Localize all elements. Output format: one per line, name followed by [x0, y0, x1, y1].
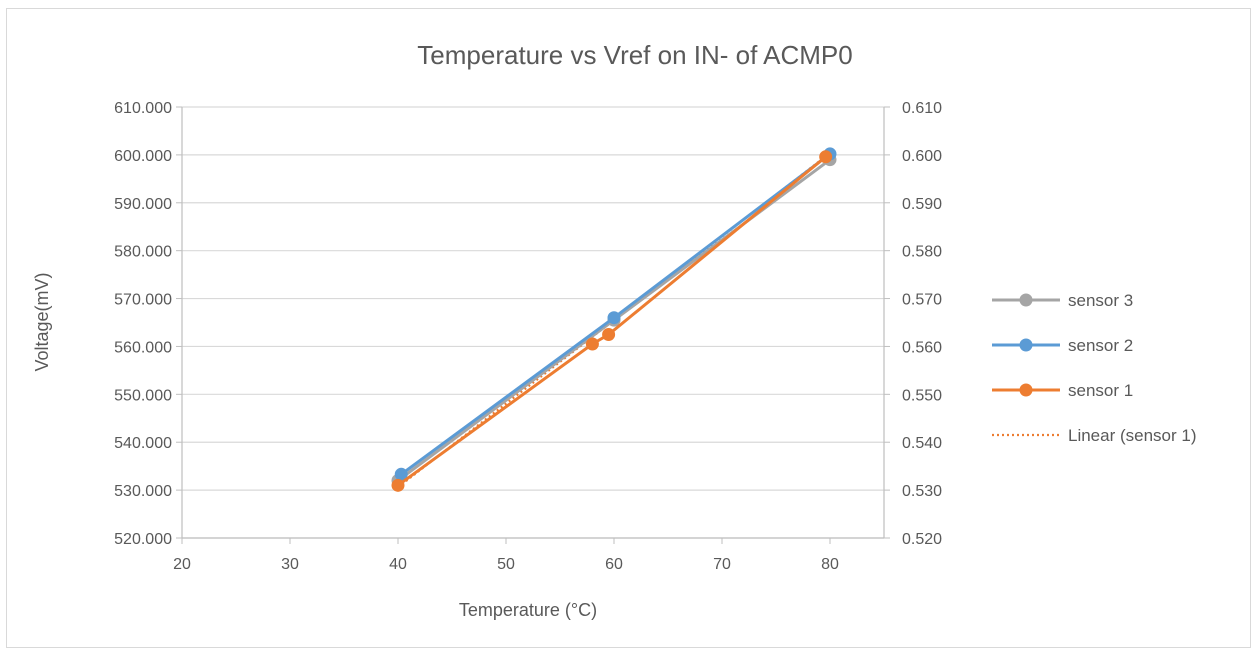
y-tick-label: 580.000	[114, 244, 172, 261]
x-tick-label: 60	[605, 556, 623, 573]
y-tick-label: 560.000	[114, 339, 172, 356]
y-tick-label: 610.000	[114, 100, 172, 117]
legend-item-sensor-3: sensor 3	[992, 291, 1133, 310]
y2-tick-label: 0.540	[902, 435, 942, 452]
y-axis-ticks: 520.000 530.000 540.000 550.000 560.000 570.0…	[114, 100, 172, 548]
y-tick-label: 600.000	[114, 148, 172, 165]
y-tick-label: 540.000	[114, 435, 172, 452]
y2-tick-label: 0.550	[902, 387, 942, 404]
legend-marker	[1019, 293, 1033, 307]
x-tick-label: 20	[173, 556, 191, 573]
x-axis-ticks: 20 30 40 50 60 70 80	[173, 556, 839, 573]
data-point-sensor-1	[602, 327, 616, 341]
y2-tick-label: 0.610	[902, 100, 942, 117]
axes	[176, 106, 890, 544]
gridlines	[182, 106, 884, 539]
y2-tick-label: 0.600	[902, 148, 942, 165]
data-point-sensor-1	[391, 478, 405, 492]
series-line-sensor-1	[397, 155, 827, 487]
x-tick-label: 40	[389, 556, 407, 573]
y2-tick-label: 0.520	[902, 531, 942, 548]
legend-item-sensor-1: sensor 1	[992, 381, 1133, 400]
y2-tick-label: 0.560	[902, 339, 942, 356]
legend-item-linear-sensor-1: Linear (sensor 1)	[992, 426, 1197, 445]
y2-axis-ticks: 0.520 0.530 0.540 0.550 0.560 0.570 0.580 0.590…	[902, 100, 942, 548]
data-point-sensor-1	[585, 337, 599, 351]
legend-label: sensor 1	[1068, 381, 1133, 400]
legend-label: sensor 2	[1068, 336, 1133, 355]
y2-tick-label: 0.580	[902, 244, 942, 261]
x-tick-label: 80	[821, 556, 839, 573]
chart-title: Temperature vs Vref on IN- of ACMP0	[417, 40, 852, 70]
y-tick-label: 590.000	[114, 196, 172, 213]
plot-area	[391, 147, 837, 492]
data-point-sensor-1	[819, 150, 833, 164]
legend-marker	[1019, 383, 1033, 397]
x-tick-label: 50	[497, 556, 515, 573]
y-tick-label: 530.000	[114, 483, 172, 500]
x-tick-label: 70	[713, 556, 731, 573]
y2-tick-label: 0.570	[902, 292, 942, 309]
legend-item-sensor-2: sensor 2	[992, 336, 1133, 355]
y-tick-label: 550.000	[114, 387, 172, 404]
data-point-sensor-2	[607, 311, 621, 325]
data-point-sensor-2	[394, 467, 408, 481]
legend: sensor 3 sensor 2 sensor 1 Linear (sensor 1…	[992, 291, 1197, 445]
x-axis-title: Temperature (°C)	[459, 600, 597, 620]
legend-marker	[1019, 338, 1033, 352]
legend-label: Linear (sensor 1)	[1068, 426, 1197, 445]
x-tick-label: 30	[281, 556, 299, 573]
legend-label: sensor 3	[1068, 291, 1133, 310]
y-axis-title: Voltage(mV)	[32, 272, 52, 371]
chart-frame	[6, 8, 1251, 648]
y2-tick-label: 0.590	[902, 196, 942, 213]
y-tick-label: 520.000	[114, 531, 172, 548]
y-tick-label: 570.000	[114, 292, 172, 309]
y2-tick-label: 0.530	[902, 483, 942, 500]
